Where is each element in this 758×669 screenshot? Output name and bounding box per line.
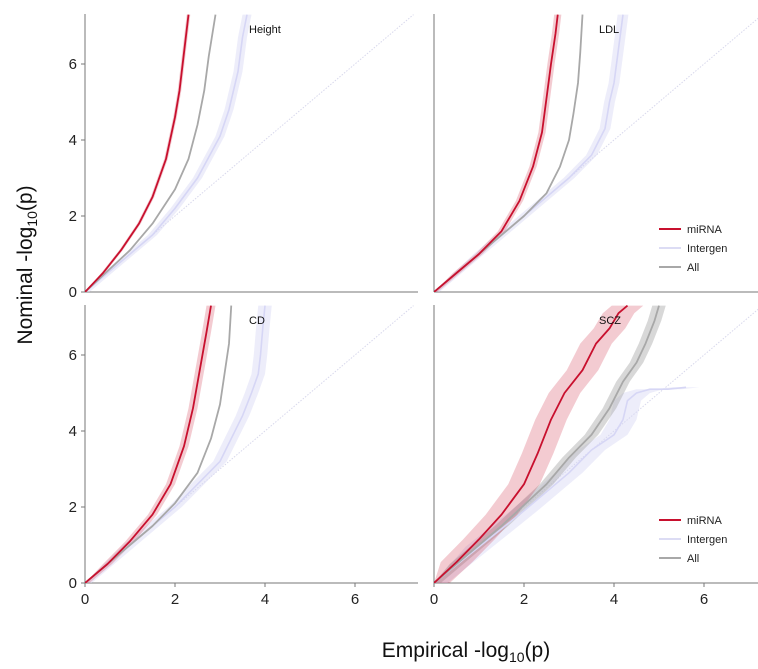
panel-height: Height 0 2 4 6 [69,14,418,301]
panel-cd: CD 0 2 4 6 0 2 4 6 [69,305,418,608]
x-axis-title: Empirical -log10(p) [382,639,550,665]
band-mirna [434,14,562,292]
panel-scz: SCZ 0 2 4 6 miRNA Intergen All [430,305,758,608]
series-line-intergen [85,14,248,292]
legend: miRNA Intergen All [659,224,727,274]
x-tick-label: 4 [610,591,618,608]
series-line-intergen [434,386,687,583]
x-tick-label: 6 [700,591,708,608]
legend: miRNA Intergen All [659,515,727,565]
band-intergen [85,305,272,583]
series-line-intergen [85,305,266,583]
y-tick-label: 0 [69,575,77,592]
y-tick-label: 4 [69,423,77,440]
band-mirna [434,305,644,583]
y-tick-label: 6 [69,56,77,73]
y-tick-label: 6 [69,347,77,364]
x-tick-label: 2 [171,591,179,608]
reference-diagonal [434,308,758,583]
series-line-mirna [434,14,559,292]
legend-label-mirna: miRNA [687,224,722,236]
legend-label-all: All [687,262,699,274]
series-line-all [434,305,660,583]
x-tick-label: 2 [520,591,528,608]
plot-area [434,305,758,583]
series-line-mirna [85,14,190,292]
series-line-all [434,14,584,292]
band-intergen [434,387,700,583]
x-tick-label: 0 [430,591,438,608]
panel-title: Height [249,24,281,36]
band-mirna [85,305,216,583]
reference-diagonal [85,14,414,292]
x-tick-label: 4 [261,591,269,608]
legend-label-mirna: miRNA [687,515,722,527]
y-tick-label: 0 [69,284,77,301]
y-tick-label: 2 [69,499,77,516]
y-tick-label: 4 [69,132,77,149]
reference-diagonal [85,305,414,583]
y-tick-label: 2 [69,208,77,225]
legend-label-all: All [687,553,699,565]
reference-diagonal [434,17,758,292]
plot-area [85,305,414,583]
panel-title: CD [249,315,265,327]
plot-area [434,14,758,292]
legend-label-intergen: Intergen [687,534,727,546]
band-intergen [434,14,629,292]
legend-label-intergen: Intergen [687,243,727,255]
x-tick-label: 0 [81,591,89,608]
plot-area [85,14,414,292]
series-line-mirna [85,305,212,583]
y-axis-title: Nominal -log10(p) [14,185,40,344]
series-line-all [85,305,233,583]
series-line-all [85,14,217,292]
series-line-mirna [434,305,629,583]
panel-ldl: LDL miRNA Intergen All [433,14,758,293]
panel-title: LDL [599,24,619,36]
panel-title: SCZ [599,315,621,327]
x-tick-label: 6 [351,591,359,608]
